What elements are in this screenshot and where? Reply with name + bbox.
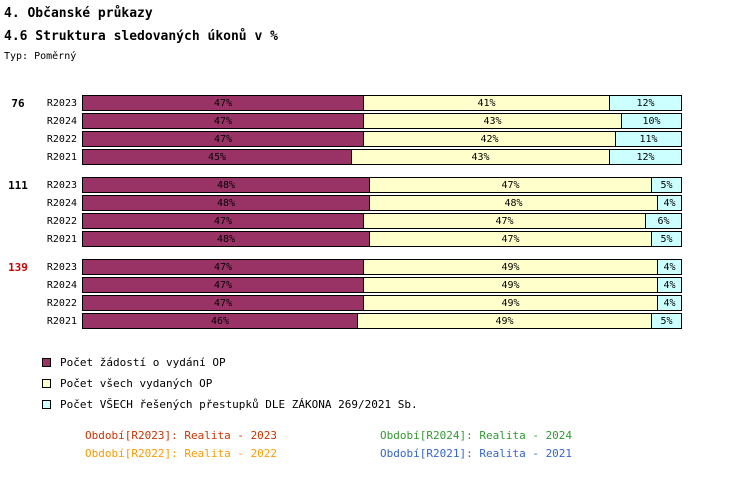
bar-group: 111 R2023 48% 47% 5% R2024 48% 48% 4% R2022 47% 47%… <box>0 176 750 248</box>
bar-segment-applications: 45% <box>82 149 352 165</box>
legend-item: Počet všech vydaných OP <box>42 373 750 394</box>
bar-segment-offenses: 5% <box>652 177 682 193</box>
period-label: R2022 <box>46 297 77 309</box>
bar-segment-offenses: 11% <box>616 131 682 147</box>
legend-label-offenses: Počet VŠECH řešených přestupků DLE ZÁKON… <box>60 398 418 411</box>
stacked-bar: 46% 49% 5% <box>82 313 682 329</box>
bar-row: R2024 47% 49% 4% <box>0 276 750 294</box>
chart-legend: Počet žádostí o vydání OP Počet všech vy… <box>42 352 750 415</box>
bar-segment-applications: 46% <box>82 313 358 329</box>
bar-row: R2021 46% 49% 5% <box>0 312 750 330</box>
stacked-bar: 48% 47% 5% <box>82 177 682 193</box>
bar-segment-offenses: 4% <box>658 295 682 311</box>
stacked-bar: 47% 49% 4% <box>82 277 682 293</box>
legend-swatch-applications-icon <box>42 358 51 367</box>
bar-segment-offenses: 4% <box>658 277 682 293</box>
legend-item: Počet VŠECH řešených přestupků DLE ZÁKON… <box>42 394 750 415</box>
stacked-bar: 47% 49% 4% <box>82 259 682 275</box>
stacked-bar: 48% 48% 4% <box>82 195 682 211</box>
bar-row: 111 R2023 48% 47% 5% <box>0 176 750 194</box>
bar-segment-issued: 47% <box>370 177 652 193</box>
legend-label-issued: Počet všech vydaných OP <box>60 377 213 390</box>
bar-segment-issued: 49% <box>364 277 658 293</box>
stacked-bar: 47% 42% 11% <box>82 131 682 147</box>
stacked-bar: 48% 47% 5% <box>82 231 682 247</box>
bar-segment-applications: 47% <box>82 131 364 147</box>
period-label: R2021 <box>46 233 77 245</box>
chart-type-label: Typ: Poměrný <box>4 51 77 62</box>
period-definition-r2023: Období[R2023]: Realita - 2023 <box>85 429 278 442</box>
bar-segment-offenses: 5% <box>652 231 682 247</box>
period-label: R2024 <box>46 279 77 291</box>
bar-segment-applications: 48% <box>82 177 370 193</box>
stacked-bar: 47% 41% 12% <box>82 95 682 111</box>
period-definitions: Období[R2023]: Realita - 2023 Období[R20… <box>85 429 750 460</box>
period-label: R2021 <box>46 151 77 163</box>
period-label: R2024 <box>46 197 77 209</box>
bar-segment-offenses: 4% <box>658 195 682 211</box>
stacked-bar: 47% 47% 6% <box>82 213 682 229</box>
bar-row: R2021 45% 43% 12% <box>0 148 750 166</box>
period-label: R2024 <box>46 115 77 127</box>
period-label: R2023 <box>46 261 77 273</box>
section-title: 4.6 Struktura sledovaných úkonů v % <box>4 29 278 44</box>
group-count-label: 111 <box>8 178 28 192</box>
bar-row: R2021 48% 47% 5% <box>0 230 750 248</box>
period-definition-r2021: Období[R2021]: Realita - 2021 <box>380 447 573 460</box>
bar-segment-issued: 43% <box>364 113 622 129</box>
legend-swatch-offenses-icon <box>42 400 51 409</box>
bar-group: 139 R2023 47% 49% 4% R2024 47% 49% 4% R2022 47% 49%… <box>0 258 750 330</box>
bar-row: R2024 48% 48% 4% <box>0 194 750 212</box>
bar-segment-applications: 48% <box>82 231 370 247</box>
bar-row: 139 R2023 47% 49% 4% <box>0 258 750 276</box>
period-label: R2023 <box>46 97 77 109</box>
period-label: R2022 <box>46 215 77 227</box>
period-label: R2023 <box>46 179 77 191</box>
bar-segment-applications: 47% <box>82 259 364 275</box>
bar-segment-applications: 47% <box>82 277 364 293</box>
bar-segment-applications: 48% <box>82 195 370 211</box>
bar-segment-offenses: 12% <box>610 95 682 111</box>
bar-segment-offenses: 5% <box>652 313 682 329</box>
bar-segment-offenses: 10% <box>622 113 682 129</box>
stacked-bar-chart: 76 R2023 47% 41% 12% R2024 47% 43% 10% R2022 47% 42… <box>0 94 750 330</box>
period-definition-r2024: Období[R2024]: Realita - 2024 <box>380 429 573 442</box>
period-label: R2022 <box>46 133 77 145</box>
bar-row: 76 R2023 47% 41% 12% <box>0 94 750 112</box>
group-count-label: 76 <box>11 96 25 110</box>
bar-segment-issued: 47% <box>364 213 646 229</box>
bar-segment-offenses: 12% <box>610 149 682 165</box>
bar-segment-applications: 47% <box>82 113 364 129</box>
legend-label-applications: Počet žádostí o vydání OP <box>60 356 226 369</box>
stacked-bar: 45% 43% 12% <box>82 149 682 165</box>
bar-group: 76 R2023 47% 41% 12% R2024 47% 43% 10% R2022 47% 42… <box>0 94 750 166</box>
bar-segment-offenses: 6% <box>646 213 682 229</box>
bar-segment-offenses: 4% <box>658 259 682 275</box>
bar-segment-applications: 47% <box>82 295 364 311</box>
report-header: 4. Občanské průkazy 4.6 Struktura sledov… <box>0 0 750 62</box>
bar-row: R2022 47% 42% 11% <box>0 130 750 148</box>
period-definition-r2022: Období[R2022]: Realita - 2022 <box>85 447 278 460</box>
bar-segment-issued: 49% <box>364 259 658 275</box>
bar-segment-issued: 47% <box>370 231 652 247</box>
period-label: R2021 <box>46 315 77 327</box>
legend-item: Počet žádostí o vydání OP <box>42 352 750 373</box>
report-title: 4. Občanské průkazy <box>4 6 153 21</box>
bar-row: R2024 47% 43% 10% <box>0 112 750 130</box>
legend-swatch-issued-icon <box>42 379 51 388</box>
group-count-label: 139 <box>8 260 28 274</box>
stacked-bar: 47% 43% 10% <box>82 113 682 129</box>
stacked-bar: 47% 49% 4% <box>82 295 682 311</box>
bar-segment-issued: 49% <box>364 295 658 311</box>
bar-segment-applications: 47% <box>82 213 364 229</box>
bar-segment-issued: 43% <box>352 149 610 165</box>
bar-segment-applications: 47% <box>82 95 364 111</box>
bar-row: R2022 47% 49% 4% <box>0 294 750 312</box>
bar-segment-issued: 48% <box>370 195 658 211</box>
bar-segment-issued: 42% <box>364 131 616 147</box>
bar-segment-issued: 41% <box>364 95 610 111</box>
bar-row: R2022 47% 47% 6% <box>0 212 750 230</box>
bar-segment-issued: 49% <box>358 313 652 329</box>
